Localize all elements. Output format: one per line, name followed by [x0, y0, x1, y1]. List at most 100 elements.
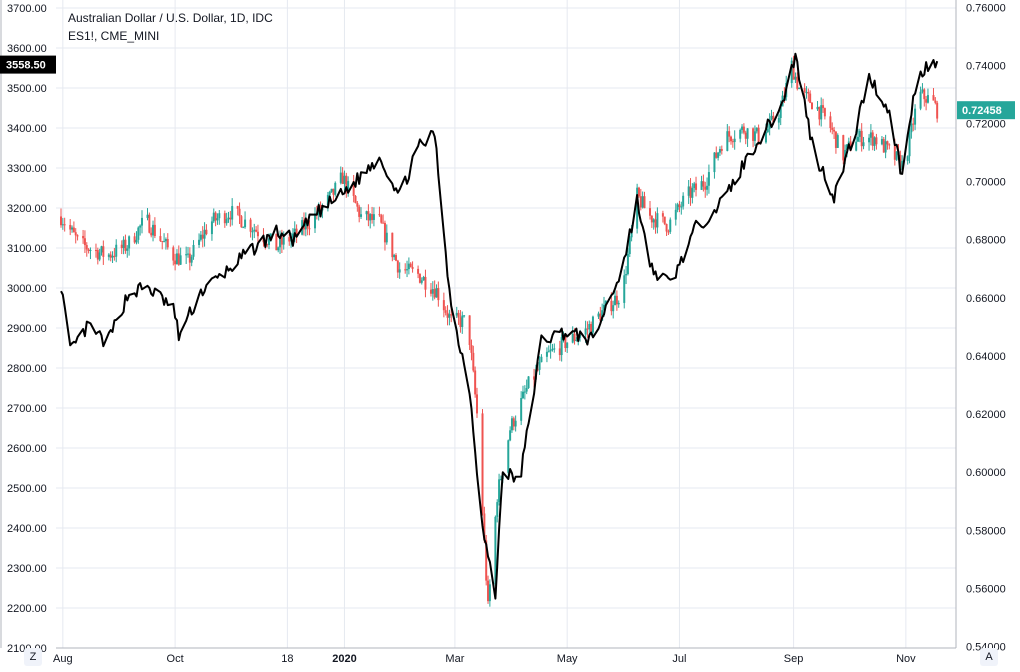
right-tick-label: 0.60000: [966, 467, 1006, 479]
candle-up: [393, 253, 396, 260]
candle-up: [566, 342, 569, 353]
candle-down: [731, 138, 734, 148]
candle-down: [275, 233, 278, 251]
time-axis[interactable]: Aug Oct 18 2020 Mar May Jul Sep Nov: [53, 653, 916, 665]
candle-up: [641, 191, 644, 209]
candle-down: [159, 228, 162, 242]
candle-down: [468, 315, 471, 351]
candle-up: [880, 135, 883, 146]
candle-down: [752, 127, 755, 148]
candle-up: [746, 128, 749, 147]
candle-up: [406, 260, 409, 278]
candle-up: [790, 57, 793, 88]
candle-up: [225, 212, 228, 226]
candle-up: [908, 126, 911, 164]
candle-up: [192, 240, 195, 260]
time-tick-label: May: [557, 653, 578, 665]
candle-up: [628, 235, 631, 258]
candle-down: [288, 233, 291, 246]
candle-up: [71, 225, 74, 233]
candle-up: [522, 385, 525, 400]
candle-up: [185, 246, 188, 264]
candle-up: [146, 208, 149, 221]
candle-up: [706, 177, 709, 196]
candle-up: [884, 134, 887, 159]
candle-up: [242, 226, 245, 229]
auto-scale-button[interactable]: A: [980, 648, 998, 666]
candle-up: [718, 146, 721, 157]
candle-up: [682, 192, 685, 210]
candle-up: [100, 245, 103, 256]
candle-up: [304, 212, 307, 237]
candle-up: [820, 97, 823, 127]
candle-up: [869, 124, 872, 146]
candle-down: [166, 233, 169, 250]
candle-up: [369, 213, 372, 229]
candle-up: [422, 275, 425, 281]
candle-up: [857, 128, 860, 142]
candle-up: [575, 337, 578, 342]
candle-down: [424, 269, 427, 298]
right-tick-label: 0.58000: [966, 525, 1006, 537]
candle-up: [538, 356, 541, 375]
candle-up: [713, 152, 716, 179]
time-tick-label: Jul: [672, 653, 686, 665]
candle-up: [733, 130, 736, 150]
candle-down: [396, 259, 399, 278]
candle-down: [367, 204, 370, 227]
candle-up: [420, 277, 423, 285]
left-tick-label: 3300.00: [7, 163, 47, 175]
candle-down: [637, 186, 640, 198]
candle-down: [925, 95, 928, 111]
candle-down: [829, 111, 832, 133]
left-tick-label: 2500.00: [7, 483, 47, 495]
candle-down: [446, 305, 449, 326]
candle-up: [330, 188, 333, 193]
candle-up: [617, 300, 620, 308]
candle-down: [810, 101, 813, 110]
candle-down: [936, 100, 939, 123]
candle-up: [919, 86, 922, 111]
zoom-mode-button[interactable]: Z: [24, 648, 42, 666]
candle-up: [766, 123, 769, 134]
candle-up: [691, 183, 694, 204]
candle-up: [455, 306, 458, 319]
candle-down: [229, 210, 232, 227]
candle-down: [102, 240, 105, 265]
candle-up: [652, 218, 655, 230]
right-price-axis[interactable]: 0.76000 0.74000 0.72000 0.70000 0.68000 0.660…: [966, 2, 1006, 653]
candle-down: [744, 130, 747, 145]
left-tick-label: 2900.00: [7, 323, 47, 335]
candle-up: [836, 133, 839, 149]
candle-down: [689, 178, 692, 206]
left-price-axis[interactable]: 3700.00 3600.00 3500.00 3400.00 3300.00 3200.…: [7, 3, 47, 655]
candle-up: [612, 300, 615, 319]
left-tick-label: 2200.00: [7, 603, 47, 615]
candle-up: [496, 499, 499, 523]
candle-up: [510, 415, 513, 433]
candle-down: [150, 227, 153, 238]
candle-up: [218, 210, 221, 225]
left-tick-label: 3400.00: [7, 123, 47, 135]
candle-down: [188, 247, 191, 271]
candle-up: [862, 136, 865, 150]
candle-down: [822, 98, 825, 113]
candle-up: [203, 222, 206, 247]
candle-down: [823, 107, 826, 120]
candle-up: [523, 385, 526, 400]
candle-up: [906, 155, 909, 165]
candle-down: [487, 575, 490, 604]
left-tick-label: 2800.00: [7, 363, 47, 375]
candle-down: [702, 174, 705, 192]
candle-down: [63, 217, 66, 232]
candle-up: [636, 183, 639, 234]
candle-down: [665, 223, 668, 236]
left-tick-label: 3100.00: [7, 243, 47, 255]
candle-down: [663, 216, 666, 226]
candle-down: [295, 224, 298, 244]
candle-up: [111, 251, 114, 263]
candle-up: [868, 134, 871, 151]
candle-down: [72, 221, 75, 233]
